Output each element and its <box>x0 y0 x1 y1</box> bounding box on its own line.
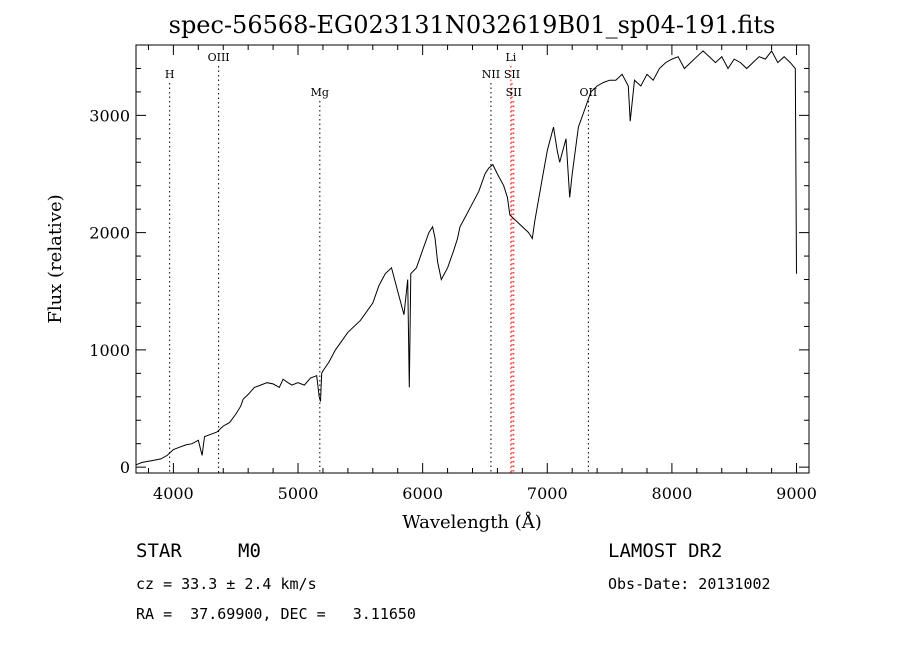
line-marker-label: Li <box>505 51 516 64</box>
line-marker-label: SII <box>506 86 522 99</box>
chart-title: spec-56568-EG023131N032619B01_sp04-191.f… <box>169 11 776 39</box>
x-tick-label: 9000 <box>776 484 817 503</box>
y-tick-label: 1000 <box>89 341 130 360</box>
x-tick-label: 5000 <box>278 484 319 503</box>
y-tick-label: 2000 <box>89 224 130 243</box>
line-markers: H OIII Mg NII Li SII SII OII <box>165 51 597 473</box>
survey-name: LAMOST DR2 <box>608 540 723 562</box>
line-marker-label: NII <box>482 68 500 81</box>
y-axis-label: Flux (relative) <box>45 194 66 323</box>
redshift-text: cz = 33.3 ± 2.4 km/s <box>136 575 317 593</box>
x-axis: 4000 5000 6000 7000 8000 9000 <box>147 45 817 503</box>
plot-frame <box>135 44 810 474</box>
object-subclass: M0 <box>238 540 261 562</box>
y-tick-label: 0 <box>120 458 130 477</box>
object-class: STAR <box>136 540 182 562</box>
line-marker-label: H <box>165 68 175 81</box>
coords-text: RA = 37.69900, DEC = 3.11650 <box>136 605 416 623</box>
line-marker-label: SII <box>504 68 520 81</box>
obs-date-text: Obs-Date: 20131002 <box>608 575 771 593</box>
x-axis-label: Wavelength (Å) <box>402 511 542 533</box>
line-marker-label: OII <box>580 86 598 99</box>
spectrum-line <box>135 49 797 466</box>
x-tick-label: 7000 <box>527 484 568 503</box>
y-axis: 0 1000 2000 3000 <box>89 67 809 477</box>
y-tick-label: 3000 <box>89 106 130 125</box>
line-marker-label: Mg <box>311 86 329 99</box>
line-marker-label: OIII <box>208 51 230 64</box>
x-tick-label: 6000 <box>402 484 443 503</box>
x-tick-label: 4000 <box>153 484 194 503</box>
x-tick-label: 8000 <box>652 484 693 503</box>
